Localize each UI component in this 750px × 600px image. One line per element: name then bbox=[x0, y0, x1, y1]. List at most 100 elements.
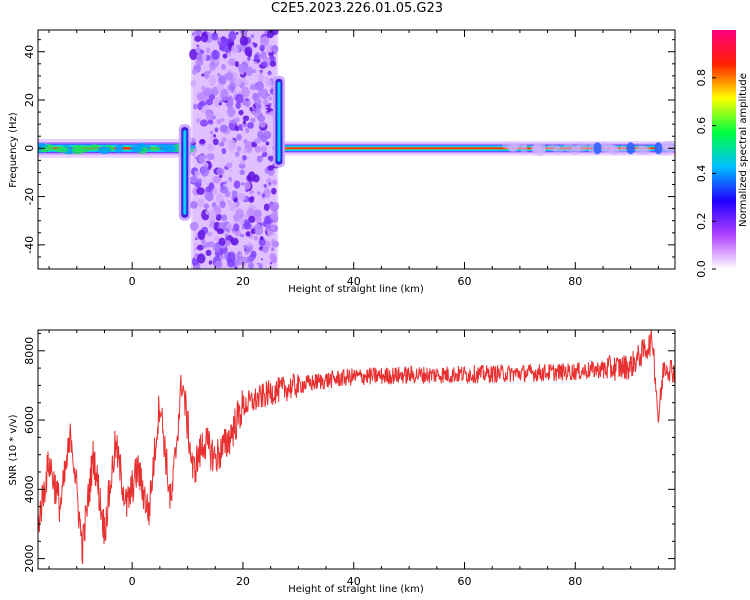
noise-speckle bbox=[197, 198, 205, 208]
noise-speckle bbox=[261, 61, 268, 67]
noise-speckle bbox=[258, 263, 263, 269]
carrier-marker bbox=[593, 142, 602, 155]
noise-speckle bbox=[212, 175, 221, 184]
noise-speckle bbox=[213, 134, 216, 138]
noise-speckle bbox=[271, 187, 277, 195]
noise-speckle bbox=[205, 47, 211, 54]
noise-speckle bbox=[261, 246, 269, 253]
noise-speckle bbox=[213, 242, 221, 253]
noise-speckle bbox=[201, 53, 208, 60]
noise-speckle bbox=[220, 117, 225, 122]
noise-speckle bbox=[244, 214, 249, 220]
noise-speckle bbox=[207, 119, 214, 125]
noise-speckle bbox=[227, 106, 236, 118]
noise-speckle bbox=[254, 137, 262, 144]
noise-speckle bbox=[211, 32, 219, 41]
noise-speckle bbox=[258, 237, 266, 247]
noise-speckle bbox=[237, 45, 241, 50]
noise-speckle bbox=[191, 152, 195, 156]
noise-speckle bbox=[224, 72, 234, 81]
noise-speckle bbox=[205, 249, 212, 256]
noise-speckle bbox=[253, 235, 259, 241]
noise-speckle bbox=[196, 244, 204, 251]
noise-speckle bbox=[227, 199, 232, 205]
colorbar-label: Normalized spectral amplitude bbox=[738, 73, 749, 227]
noise-speckle bbox=[239, 30, 248, 35]
noise-speckle bbox=[236, 133, 242, 141]
noise-speckle bbox=[267, 70, 272, 76]
snr-ylabel: SNR (10 * v/v) bbox=[8, 414, 19, 485]
noise-speckle bbox=[230, 237, 239, 246]
carrier-marker bbox=[654, 142, 663, 155]
snr-ytick-label: 6000 bbox=[23, 406, 36, 434]
snr-ytick-label: 4000 bbox=[23, 475, 36, 503]
noise-speckle bbox=[207, 241, 215, 248]
noise-speckle bbox=[195, 47, 202, 54]
noise-speckle bbox=[234, 151, 240, 158]
noise-speckle bbox=[249, 106, 253, 111]
noise-speckle bbox=[267, 112, 271, 116]
carrier-wisp bbox=[531, 144, 546, 154]
carrier-band-left bbox=[38, 146, 192, 150]
noise-speckle bbox=[229, 86, 235, 93]
noise-speckle bbox=[237, 192, 246, 202]
noise-speckle bbox=[259, 236, 264, 241]
noise-speckle bbox=[250, 34, 255, 39]
noise-speckle bbox=[210, 80, 215, 87]
noise-speckle bbox=[271, 247, 275, 252]
noise-speckle bbox=[244, 181, 251, 190]
noise-speckle bbox=[203, 70, 210, 79]
colorbar-tick-label: 0.8 bbox=[695, 69, 708, 87]
carrier-wisp bbox=[508, 145, 520, 152]
noise-speckle bbox=[218, 102, 222, 106]
snr-border bbox=[37, 329, 676, 570]
noise-speckle bbox=[218, 141, 225, 147]
noise-speckle bbox=[197, 102, 203, 111]
noise-speckle bbox=[242, 148, 247, 154]
noise-speckle bbox=[208, 182, 215, 191]
noise-speckle bbox=[263, 188, 271, 199]
noise-speckle bbox=[260, 145, 268, 153]
noise-speckle bbox=[224, 233, 228, 238]
noise-speckle bbox=[265, 141, 270, 146]
spectrogram-ytick-label: -20 bbox=[23, 188, 36, 206]
noise-speckle bbox=[216, 167, 225, 176]
colorbar-ticks: 0.0 0.2 0.4 0.6 0.8 bbox=[695, 69, 716, 278]
noise-speckle bbox=[198, 154, 206, 164]
noise-speckle bbox=[195, 243, 199, 247]
spectrogram-axes: 0 20 40 60 80 -40 -20 0 20 40 bbox=[23, 30, 675, 288]
noise-speckle bbox=[241, 122, 248, 128]
noise-speckle bbox=[253, 42, 258, 48]
noise-speckle bbox=[200, 166, 210, 177]
chart-title: C2E5.2023.226.01.05.G23 bbox=[270, 1, 444, 16]
noise-speckle bbox=[228, 119, 232, 124]
snr-content bbox=[38, 330, 675, 565]
noise-speckle bbox=[218, 255, 224, 260]
noise-speckle bbox=[258, 134, 265, 140]
noise-speckle bbox=[266, 30, 275, 39]
carrier-wisp bbox=[619, 145, 627, 155]
noise-speckle bbox=[220, 37, 230, 45]
noise-speckle bbox=[247, 171, 256, 183]
noise-speckle bbox=[237, 146, 242, 152]
noise-speckle bbox=[264, 184, 267, 188]
noise-speckle bbox=[227, 138, 237, 151]
noise-speckle bbox=[270, 211, 278, 222]
colorbar-gradient bbox=[712, 30, 736, 269]
spectrogram-ytick-label: 40 bbox=[23, 45, 36, 59]
snr-xtick-label: 40 bbox=[347, 575, 361, 588]
noise-speckle bbox=[203, 87, 213, 97]
carrier-wisp bbox=[562, 143, 575, 152]
noise-speckle bbox=[245, 231, 251, 237]
noise-speckle bbox=[199, 119, 208, 127]
noise-speckle bbox=[231, 190, 238, 196]
noise-speckle bbox=[242, 120, 246, 125]
noise-speckle bbox=[203, 203, 210, 209]
noise-speckle bbox=[252, 69, 257, 74]
noise-speckle bbox=[269, 156, 274, 162]
carrier-blob bbox=[162, 145, 178, 153]
noise-speckle bbox=[194, 170, 200, 178]
noise-speckle bbox=[193, 103, 198, 110]
noise-speckle bbox=[214, 127, 219, 133]
noise-speckle bbox=[205, 209, 210, 215]
